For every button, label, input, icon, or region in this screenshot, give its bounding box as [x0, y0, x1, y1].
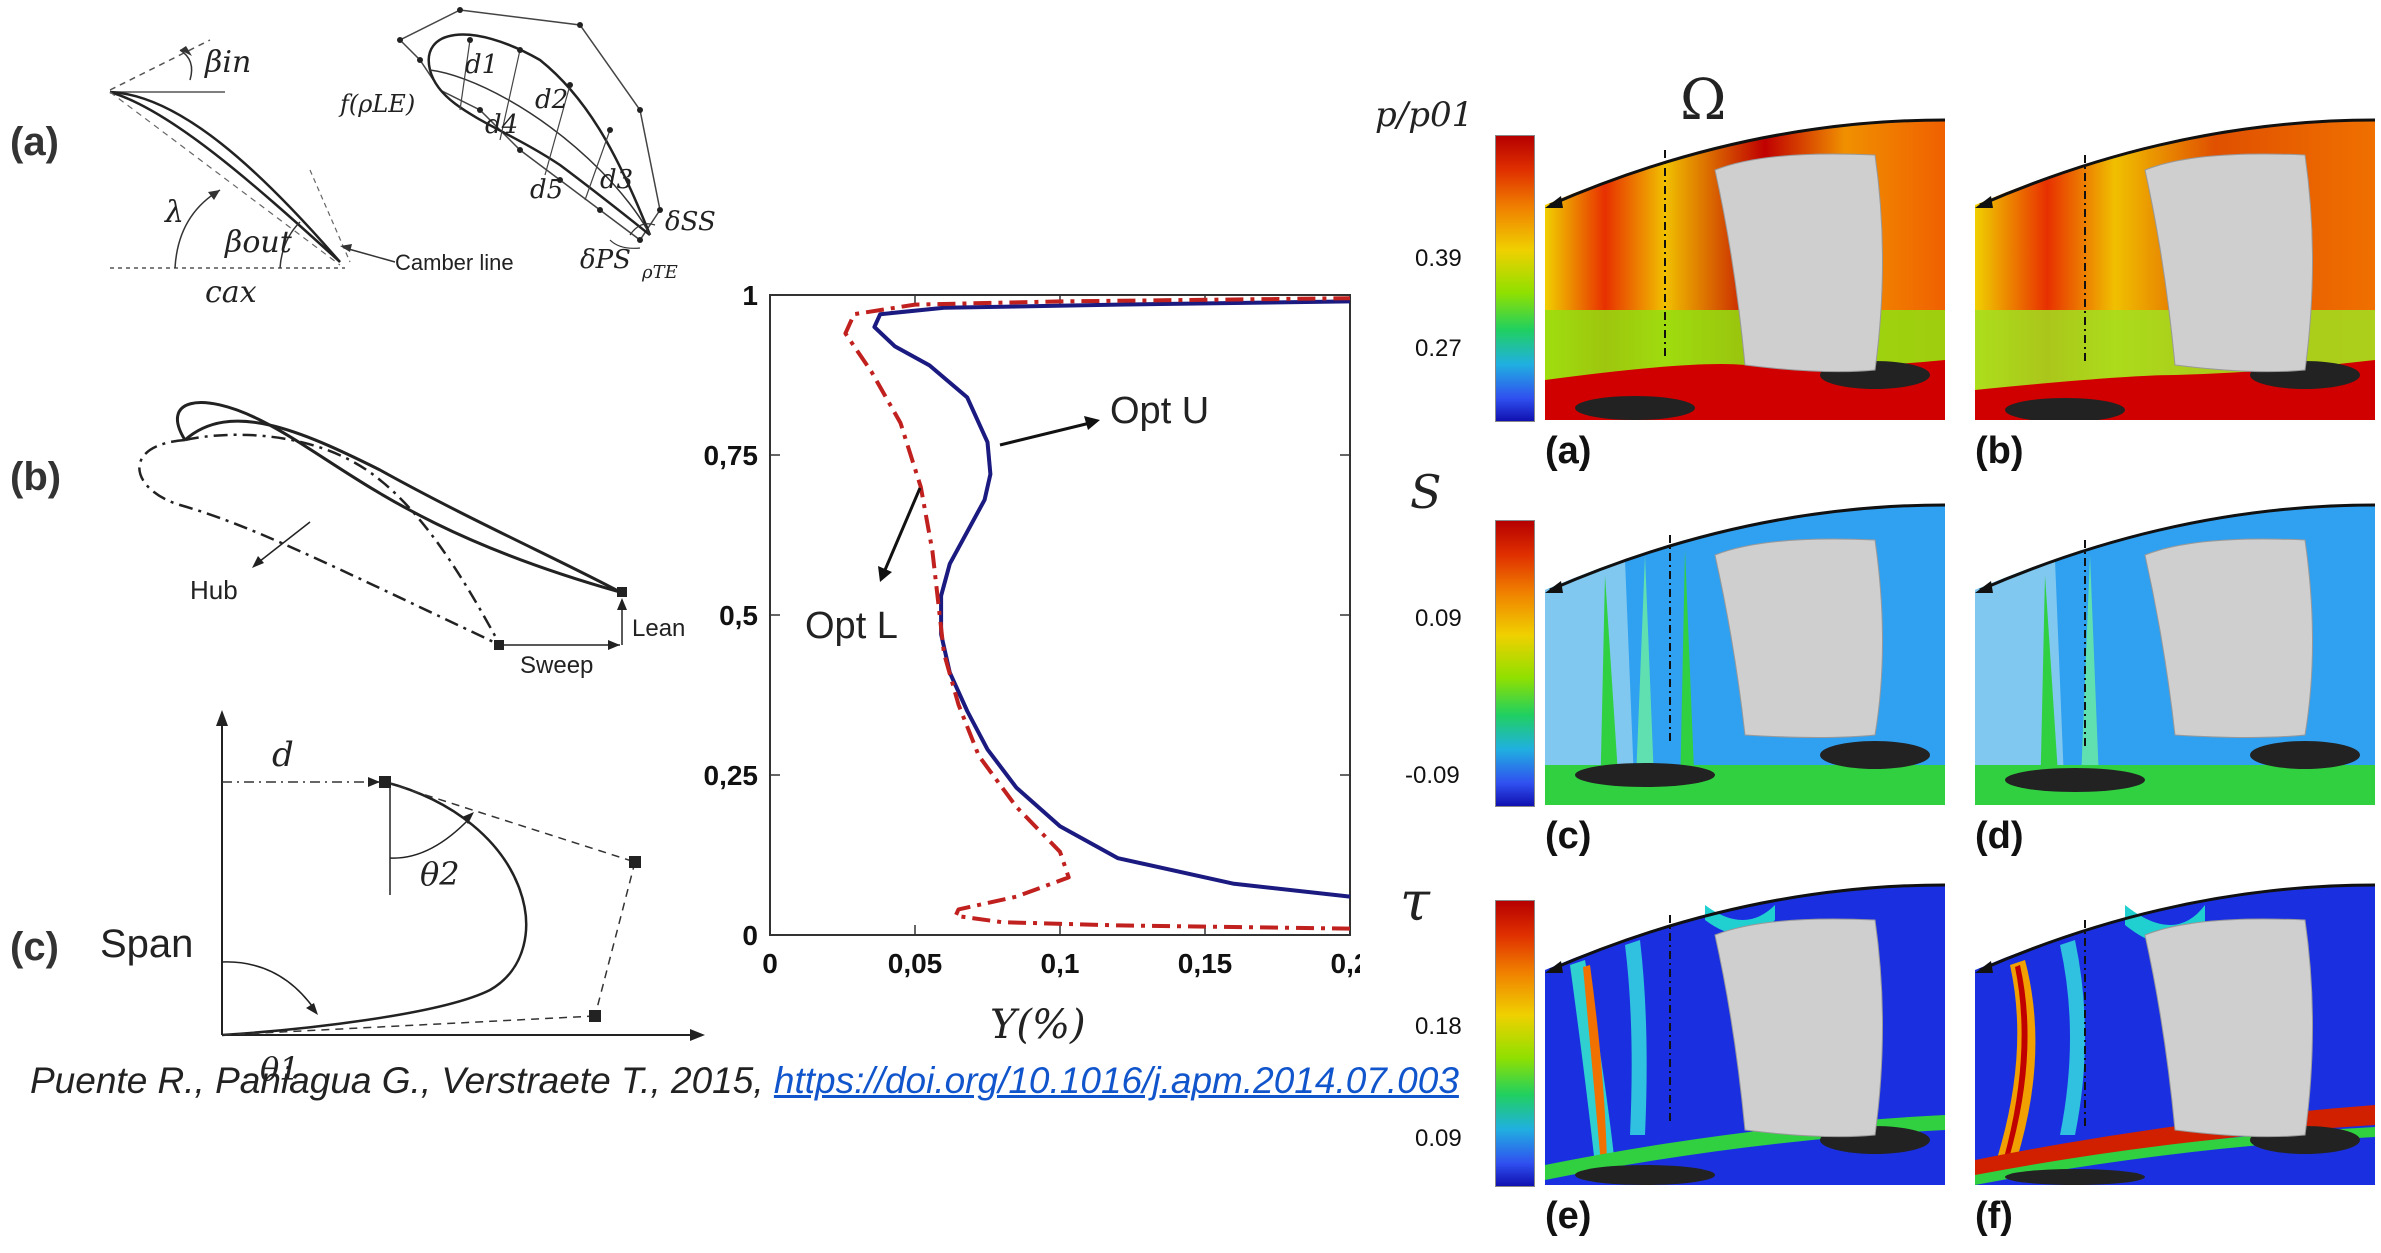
row-symbol-p: p/p01: [1375, 95, 1474, 135]
annotation-opt-l: Opt L: [805, 605, 898, 647]
loss-span-chart: 0 0,05 0,1 0,15 0,2 0 0,25 0,5 0,75 1: [704, 280, 1361, 979]
x-tick-label: 0,05: [888, 948, 943, 979]
figure-label-c: (c): [10, 925, 59, 969]
x-tick-label: 0,2: [1331, 948, 1360, 979]
contour-panel-b: [1975, 118, 2375, 420]
x-axis-label: Y(%): [990, 1002, 1086, 1048]
theta2-label: θ2: [420, 855, 460, 893]
span-label: Span: [100, 922, 194, 966]
y-tick-label: 0,5: [719, 600, 758, 631]
annotation-opt-u: Opt U: [1110, 390, 1210, 432]
colorbar-s: [1495, 520, 1535, 807]
d5-label: d5: [530, 175, 564, 205]
d3-label: d3: [600, 165, 634, 195]
y-tick-label: 0: [742, 920, 758, 951]
contour-panel-f: [1975, 883, 2375, 1185]
rho-te-label: ρTE: [642, 262, 678, 283]
y-tick-label: 0,75: [704, 440, 759, 471]
panel-label-b: (b): [1975, 430, 2024, 472]
theta1-label: θ1: [260, 1050, 300, 1088]
colorbar-tau: [1495, 900, 1535, 1187]
contour-panel-d: [1975, 503, 2375, 805]
lean-sweep-diagram: [138, 401, 627, 650]
x-tick-label: 0: [762, 948, 778, 979]
delta-ps-label: δPS: [580, 245, 631, 275]
x-tick-label: 0,15: [1178, 948, 1233, 979]
d-label: d: [272, 735, 294, 775]
row-symbol-s: S: [1410, 465, 1442, 519]
span-bezier-diagram: [216, 710, 705, 1041]
panel-label-f: (f): [1975, 1195, 2013, 1237]
panel-label-e: (e): [1545, 1195, 1592, 1237]
figure-label-b: (b): [10, 455, 62, 499]
colorbar-p-tick-1: 0.39: [1415, 245, 1462, 272]
panel-label-d: (d): [1975, 815, 2024, 857]
d2-label: d2: [535, 85, 569, 115]
lambda-label: λ: [165, 195, 185, 230]
c-ax-label: cax: [205, 275, 257, 310]
panel-label-c: (c): [1545, 815, 1592, 857]
x-tick-label: 0,1: [1041, 948, 1080, 979]
sweep-label: Sweep: [520, 652, 594, 679]
omega-label: Ω: [1680, 68, 1727, 133]
contour-panel-e: [1545, 883, 1945, 1185]
contour-panel-c: [1545, 503, 1945, 805]
d4-label: d4: [485, 110, 519, 140]
contour-panel-a: [1545, 118, 1945, 420]
colorbar-s-tick-1: 0.09: [1415, 605, 1462, 632]
beta-in-label: βin: [205, 45, 252, 80]
arrowhead-opt-u: [1084, 416, 1100, 430]
figure-label-a: (a): [10, 120, 59, 164]
f-rho-le-label: f(ρLE): [340, 90, 416, 118]
blade-parameterization-diagram: [109, 7, 663, 269]
y-tick-label: 0,25: [704, 760, 759, 791]
colorbar-p-tick-2: 0.27: [1415, 335, 1462, 362]
series-line-opt-u: [872, 299, 1351, 899]
arrow-opt-l: [883, 487, 922, 571]
hub-label: Hub: [190, 575, 238, 605]
citation-text: Puente R., Paniagua G., Verstraete T., 2…: [30, 1060, 774, 1101]
series-line-opt-l: [843, 296, 1351, 931]
x-axis-title: Y(%): [990, 1002, 1086, 1048]
delta-ss-label: δSS: [665, 207, 716, 237]
arrowhead-opt-l: [878, 566, 892, 582]
citation-doi-link[interactable]: https://doi.org/10.1016/j.apm.2014.07.00…: [773, 1060, 1459, 1101]
arrow-opt-u: [999, 421, 1091, 447]
colorbar-tau-tick-2: 0.09: [1415, 1125, 1462, 1152]
colorbar-s-tick-2: -0.09: [1405, 762, 1460, 789]
beta-out-label: βout: [225, 225, 292, 260]
colorbar-tau-tick-1: 0.18: [1415, 1013, 1462, 1040]
y-tick-label: 1: [742, 280, 758, 311]
row-symbol-tau: τ: [1400, 870, 1430, 933]
camber-line-label: Camber line: [395, 250, 514, 275]
colorbar-p: [1495, 135, 1535, 422]
citation: Puente R., Paniagua G., Verstraete T., 2…: [30, 1060, 1459, 1102]
lean-label: Lean: [632, 615, 686, 642]
panel-label-a: (a): [1545, 430, 1592, 472]
d1-label: d1: [465, 50, 499, 80]
